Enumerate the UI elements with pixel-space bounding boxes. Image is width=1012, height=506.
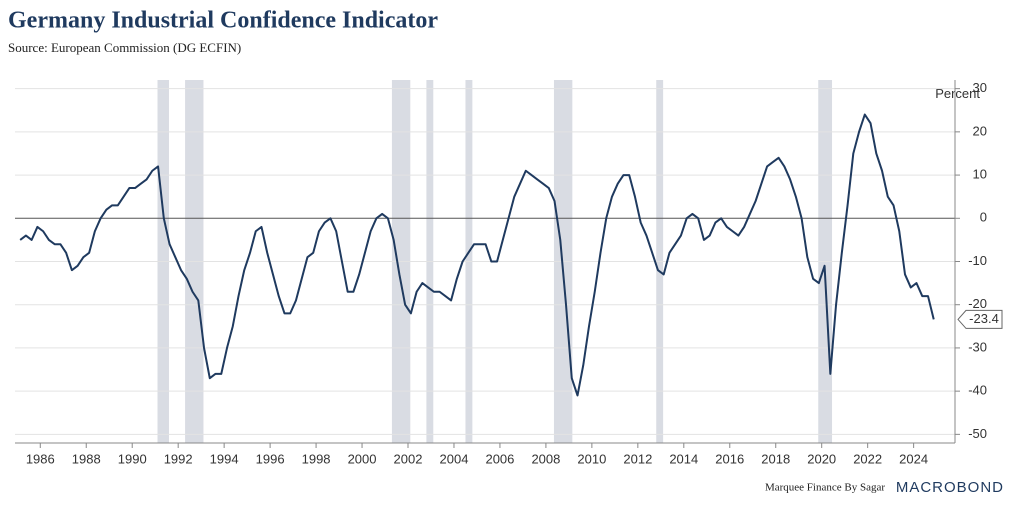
callout-box	[957, 309, 1003, 329]
x-tick-label: 2008	[531, 451, 560, 466]
logo: MACROBOND	[896, 479, 1004, 496]
x-tick-label: 2016	[715, 451, 744, 466]
y-tick-label: -50	[968, 426, 987, 441]
footer: Marquee Finance By Sagar	[765, 482, 885, 494]
y-tick-label: -40	[968, 383, 987, 398]
y-tick-label: 10	[973, 167, 987, 182]
last-value-label: -23.4	[969, 311, 999, 326]
x-tick-label: 2018	[761, 451, 790, 466]
y-tick-label: 30	[973, 80, 987, 95]
x-tick-label: 1992	[164, 451, 193, 466]
x-tick-label: 1986	[26, 451, 55, 466]
y-tick-label: -30	[968, 339, 987, 354]
x-tick-label: 1988	[72, 451, 101, 466]
x-tick-label: 1998	[302, 451, 331, 466]
x-tick-label: 1990	[118, 451, 147, 466]
x-tick-label: 2022	[853, 451, 882, 466]
series-line	[19, 113, 935, 397]
x-tick-label: 2014	[669, 451, 698, 466]
last-value-callout: -23.4	[957, 309, 1003, 329]
chart-subtitle: Source: European Commission (DG ECFIN)	[8, 40, 241, 55]
y-axis-label: Percent	[935, 86, 980, 101]
y-tick-label: -20	[968, 296, 987, 311]
y-tick-label: 20	[973, 123, 987, 138]
y-tick-label: -10	[968, 253, 987, 268]
x-tick-label: 2002	[394, 451, 423, 466]
x-tick-label: 2024	[899, 451, 928, 466]
x-tick-label: 2000	[348, 451, 377, 466]
x-tick-label: 2006	[485, 451, 514, 466]
chart-title: Germany Industrial Confidence Indicator	[8, 8, 438, 34]
x-tick-label: 2020	[807, 451, 836, 466]
x-tick-label: 2004	[440, 451, 469, 466]
x-tick-label: 2010	[577, 451, 606, 466]
x-tick-label: 1994	[210, 451, 239, 466]
y-tick-label: 0	[980, 210, 987, 225]
x-tick-label: 1996	[256, 451, 285, 466]
x-tick-label: 2012	[623, 451, 652, 466]
